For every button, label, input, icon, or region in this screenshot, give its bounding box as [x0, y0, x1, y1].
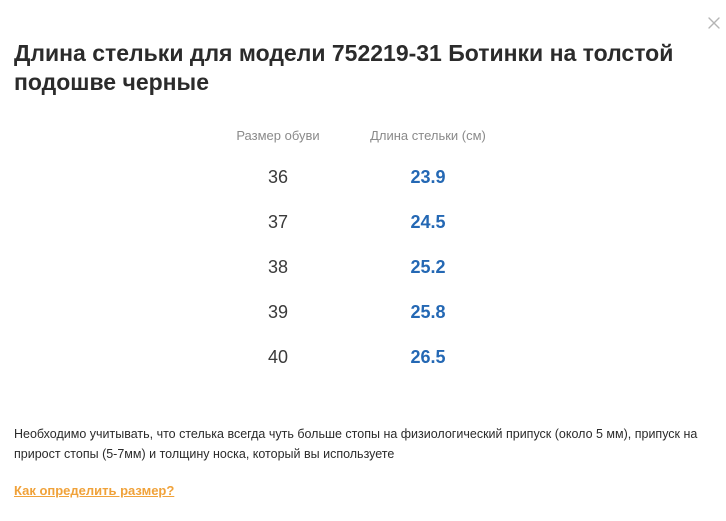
modal-title: Длина стельки для модели 752219-31 Ботин…: [14, 40, 674, 95]
shoe-size-cell: 37: [267, 212, 289, 232]
sizing-note: Необходимо учитывать, что стелька всегда…: [14, 427, 698, 461]
table-header-row: Размер обуви Длина стельки (см): [218, 128, 518, 148]
insole-length-cell: 23.9: [410, 167, 446, 187]
insole-length-cell: 25.8: [410, 302, 446, 322]
shoe-size-cell: 36: [267, 167, 289, 187]
header-insole-length: Длина стельки (см): [370, 128, 486, 143]
shoe-size-cell: 38: [267, 257, 289, 277]
table-row: 40 26.5: [218, 335, 518, 380]
size-table: Размер обуви Длина стельки (см) 36 23.9 …: [218, 128, 518, 380]
close-icon: [708, 17, 720, 29]
table-row: 38 25.2: [218, 245, 518, 290]
shoe-size-cell: 39: [267, 302, 289, 322]
insole-length-cell: 24.5: [410, 212, 446, 232]
insole-length-cell: 26.5: [410, 347, 446, 367]
shoe-size-cell: 40: [267, 347, 289, 367]
table-row: 37 24.5: [218, 200, 518, 245]
table-row: 36 23.9: [218, 148, 518, 200]
table-row: 39 25.8: [218, 290, 518, 335]
insole-length-cell: 25.2: [410, 257, 446, 277]
how-to-determine-size-link[interactable]: Как определить размер?: [14, 483, 175, 498]
close-button[interactable]: [705, 14, 723, 32]
header-shoe-size: Размер обуви: [236, 128, 320, 143]
